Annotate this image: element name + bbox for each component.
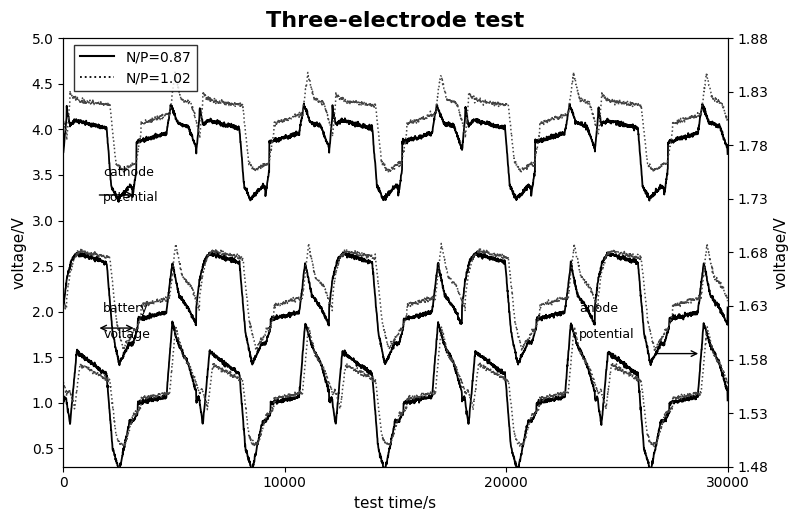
Text: anode: anode bbox=[579, 302, 618, 315]
Legend: N/P=0.87, N/P=1.02: N/P=0.87, N/P=1.02 bbox=[74, 44, 197, 91]
X-axis label: test time/s: test time/s bbox=[354, 496, 437, 511]
Y-axis label: voltage/V: voltage/V bbox=[11, 216, 26, 289]
Text: potential: potential bbox=[103, 191, 159, 204]
Title: Three-electrode test: Three-electrode test bbox=[266, 11, 525, 31]
Text: voltage: voltage bbox=[103, 328, 150, 341]
Text: cathode: cathode bbox=[103, 167, 154, 180]
Text: potential: potential bbox=[579, 328, 635, 341]
Text: battery: battery bbox=[103, 302, 149, 315]
Y-axis label: voltage/V: voltage/V bbox=[774, 216, 789, 289]
